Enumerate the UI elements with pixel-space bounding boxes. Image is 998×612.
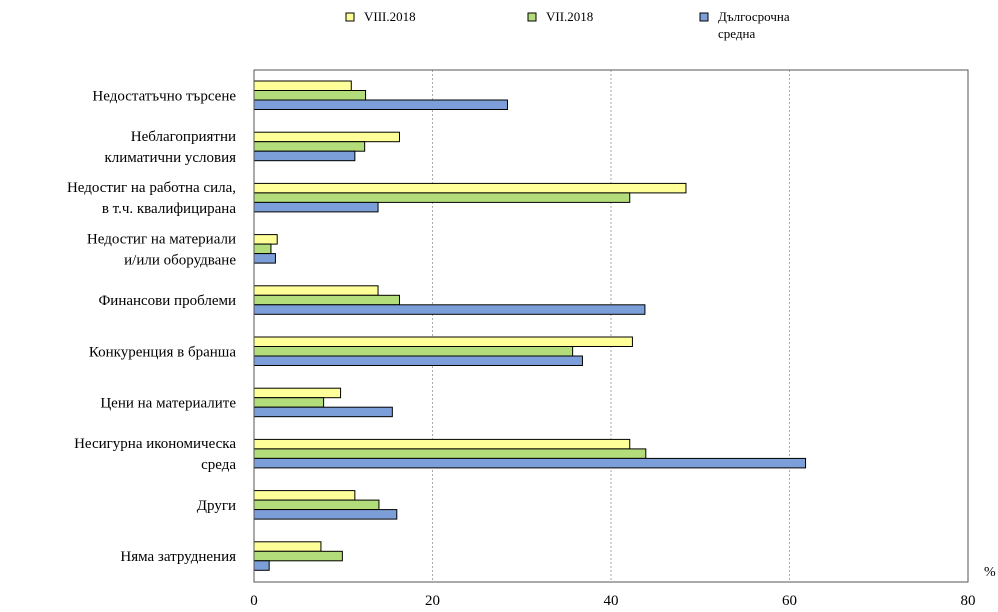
bar — [253, 182, 687, 194]
bar-group — [253, 285, 646, 315]
bar — [253, 355, 583, 366]
plot-area-frame — [253, 69, 969, 583]
x-tick-label: 0 — [250, 593, 258, 609]
legend-item: Дългосрочна средна — [699, 9, 790, 41]
bar — [253, 387, 342, 399]
x-tick-label: 80 — [961, 593, 976, 609]
bar — [253, 560, 270, 571]
legend-swatch — [699, 12, 709, 22]
bar — [253, 243, 272, 255]
bar-group — [253, 490, 398, 520]
bar-group — [253, 541, 343, 571]
legend-item: VII.2018 — [527, 9, 593, 24]
bar — [253, 285, 379, 296]
legend-label: Дългосрочна средна — [718, 9, 790, 41]
x-axis-ticks: 0 20 40 60 80 — [250, 593, 975, 609]
bar-group — [253, 438, 807, 469]
bar-group — [253, 336, 633, 366]
bar — [253, 150, 356, 162]
category-label: Конкуренция в бранша — [89, 344, 236, 360]
category-label: Несигурна икономическа среда — [74, 436, 236, 473]
legend-swatch — [527, 12, 537, 22]
bar — [253, 541, 322, 552]
gridlines — [432, 70, 790, 582]
category-labels: Недостатъчно търсене Неблагоприятни климат… — [67, 88, 236, 565]
bar-group — [253, 80, 508, 110]
category-label: Други — [197, 498, 236, 514]
bar-group — [253, 234, 278, 264]
category-label: Недостатъчно търсене — [92, 88, 236, 104]
category-label: Финансови проблеми — [98, 293, 236, 309]
bar — [253, 201, 379, 213]
bars — [253, 80, 807, 571]
legend-label: VII.2018 — [546, 9, 593, 24]
unit-label: % — [984, 565, 996, 580]
category-label: Недостиг на работна сила, в т.ч. квалифиц… — [67, 180, 236, 217]
bar — [253, 131, 400, 143]
bar — [253, 234, 278, 245]
bar — [253, 509, 398, 520]
bar — [253, 141, 366, 152]
bar — [253, 448, 647, 459]
x-tick-label: 40 — [604, 593, 619, 609]
bar — [253, 90, 367, 101]
bar-group — [253, 182, 687, 213]
bar — [253, 336, 633, 347]
category-label: Няма затруднения — [120, 549, 236, 565]
category-label: Неблагоприятни климатични условия — [104, 129, 236, 166]
bar — [253, 397, 325, 408]
bar — [253, 457, 807, 469]
bar — [253, 304, 646, 315]
bar — [253, 294, 400, 306]
legend-swatch — [345, 12, 355, 22]
bar-group — [253, 131, 400, 162]
category-label: Цени на материалите — [100, 395, 236, 411]
x-tick-label: 20 — [425, 593, 440, 609]
bar — [253, 192, 631, 203]
legend-label: VIII.2018 — [364, 9, 416, 24]
bar — [253, 80, 352, 91]
legend-item: VIII.2018 — [345, 9, 416, 24]
category-label: Недостиг на материали и/или оборудване — [87, 231, 236, 268]
bar — [253, 346, 574, 357]
bar — [253, 490, 356, 501]
bar — [253, 499, 380, 511]
bar — [253, 99, 508, 110]
bar — [253, 406, 393, 418]
x-tick-label: 60 — [782, 593, 797, 609]
bar — [253, 438, 631, 450]
bar — [253, 253, 276, 264]
bar-group — [253, 387, 393, 418]
bar — [253, 550, 343, 562]
legend: VIII.2018 VII.2018 Дългосрочна средна — [345, 9, 790, 41]
